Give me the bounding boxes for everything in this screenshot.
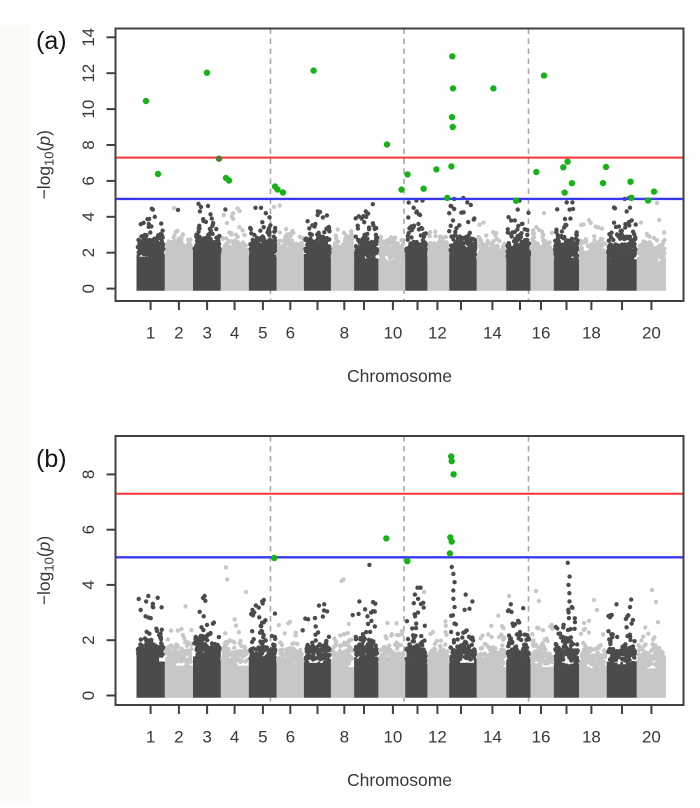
svg-text:−log10(p): −log10(p)	[34, 130, 57, 199]
svg-text:5: 5	[258, 728, 267, 747]
svg-text:8: 8	[340, 324, 349, 343]
svg-text:16: 16	[532, 728, 551, 747]
svg-text:Chromosome: Chromosome	[347, 366, 452, 386]
svg-text:(b): (b)	[36, 445, 67, 473]
svg-text:12: 12	[79, 64, 98, 83]
svg-text:20: 20	[642, 728, 661, 747]
svg-text:4: 4	[79, 212, 98, 221]
svg-text:4: 4	[230, 728, 239, 747]
svg-text:10: 10	[383, 324, 402, 343]
svg-text:3: 3	[202, 324, 211, 343]
svg-text:(a): (a)	[36, 27, 67, 55]
svg-text:4: 4	[230, 324, 239, 343]
svg-text:16: 16	[532, 324, 551, 343]
svg-text:8: 8	[79, 470, 98, 479]
svg-text:12: 12	[428, 324, 447, 343]
svg-text:6: 6	[286, 324, 295, 343]
svg-text:14: 14	[483, 728, 502, 747]
svg-text:1: 1	[146, 728, 155, 747]
svg-text:3: 3	[202, 728, 211, 747]
svg-text:0: 0	[79, 284, 98, 293]
svg-text:2: 2	[79, 635, 98, 644]
svg-text:2: 2	[174, 728, 183, 747]
svg-text:8: 8	[340, 728, 349, 747]
svg-text:10: 10	[383, 728, 402, 747]
svg-text:18: 18	[582, 324, 601, 343]
svg-text:2: 2	[79, 248, 98, 257]
svg-text:20: 20	[642, 324, 661, 343]
svg-text:1: 1	[146, 324, 155, 343]
svg-text:2: 2	[174, 324, 183, 343]
svg-text:6: 6	[286, 728, 295, 747]
svg-text:4: 4	[79, 580, 98, 589]
svg-text:18: 18	[582, 728, 601, 747]
svg-text:6: 6	[79, 176, 98, 185]
svg-text:5: 5	[258, 324, 267, 343]
svg-text:10: 10	[79, 100, 98, 119]
svg-text:Chromosome: Chromosome	[347, 770, 452, 790]
svg-text:0: 0	[79, 691, 98, 700]
svg-text:8: 8	[79, 140, 98, 149]
svg-text:12: 12	[428, 728, 447, 747]
svg-text:14: 14	[79, 28, 98, 47]
svg-text:6: 6	[79, 525, 98, 534]
svg-text:−log10(p): −log10(p)	[34, 536, 57, 605]
svg-text:14: 14	[483, 324, 502, 343]
